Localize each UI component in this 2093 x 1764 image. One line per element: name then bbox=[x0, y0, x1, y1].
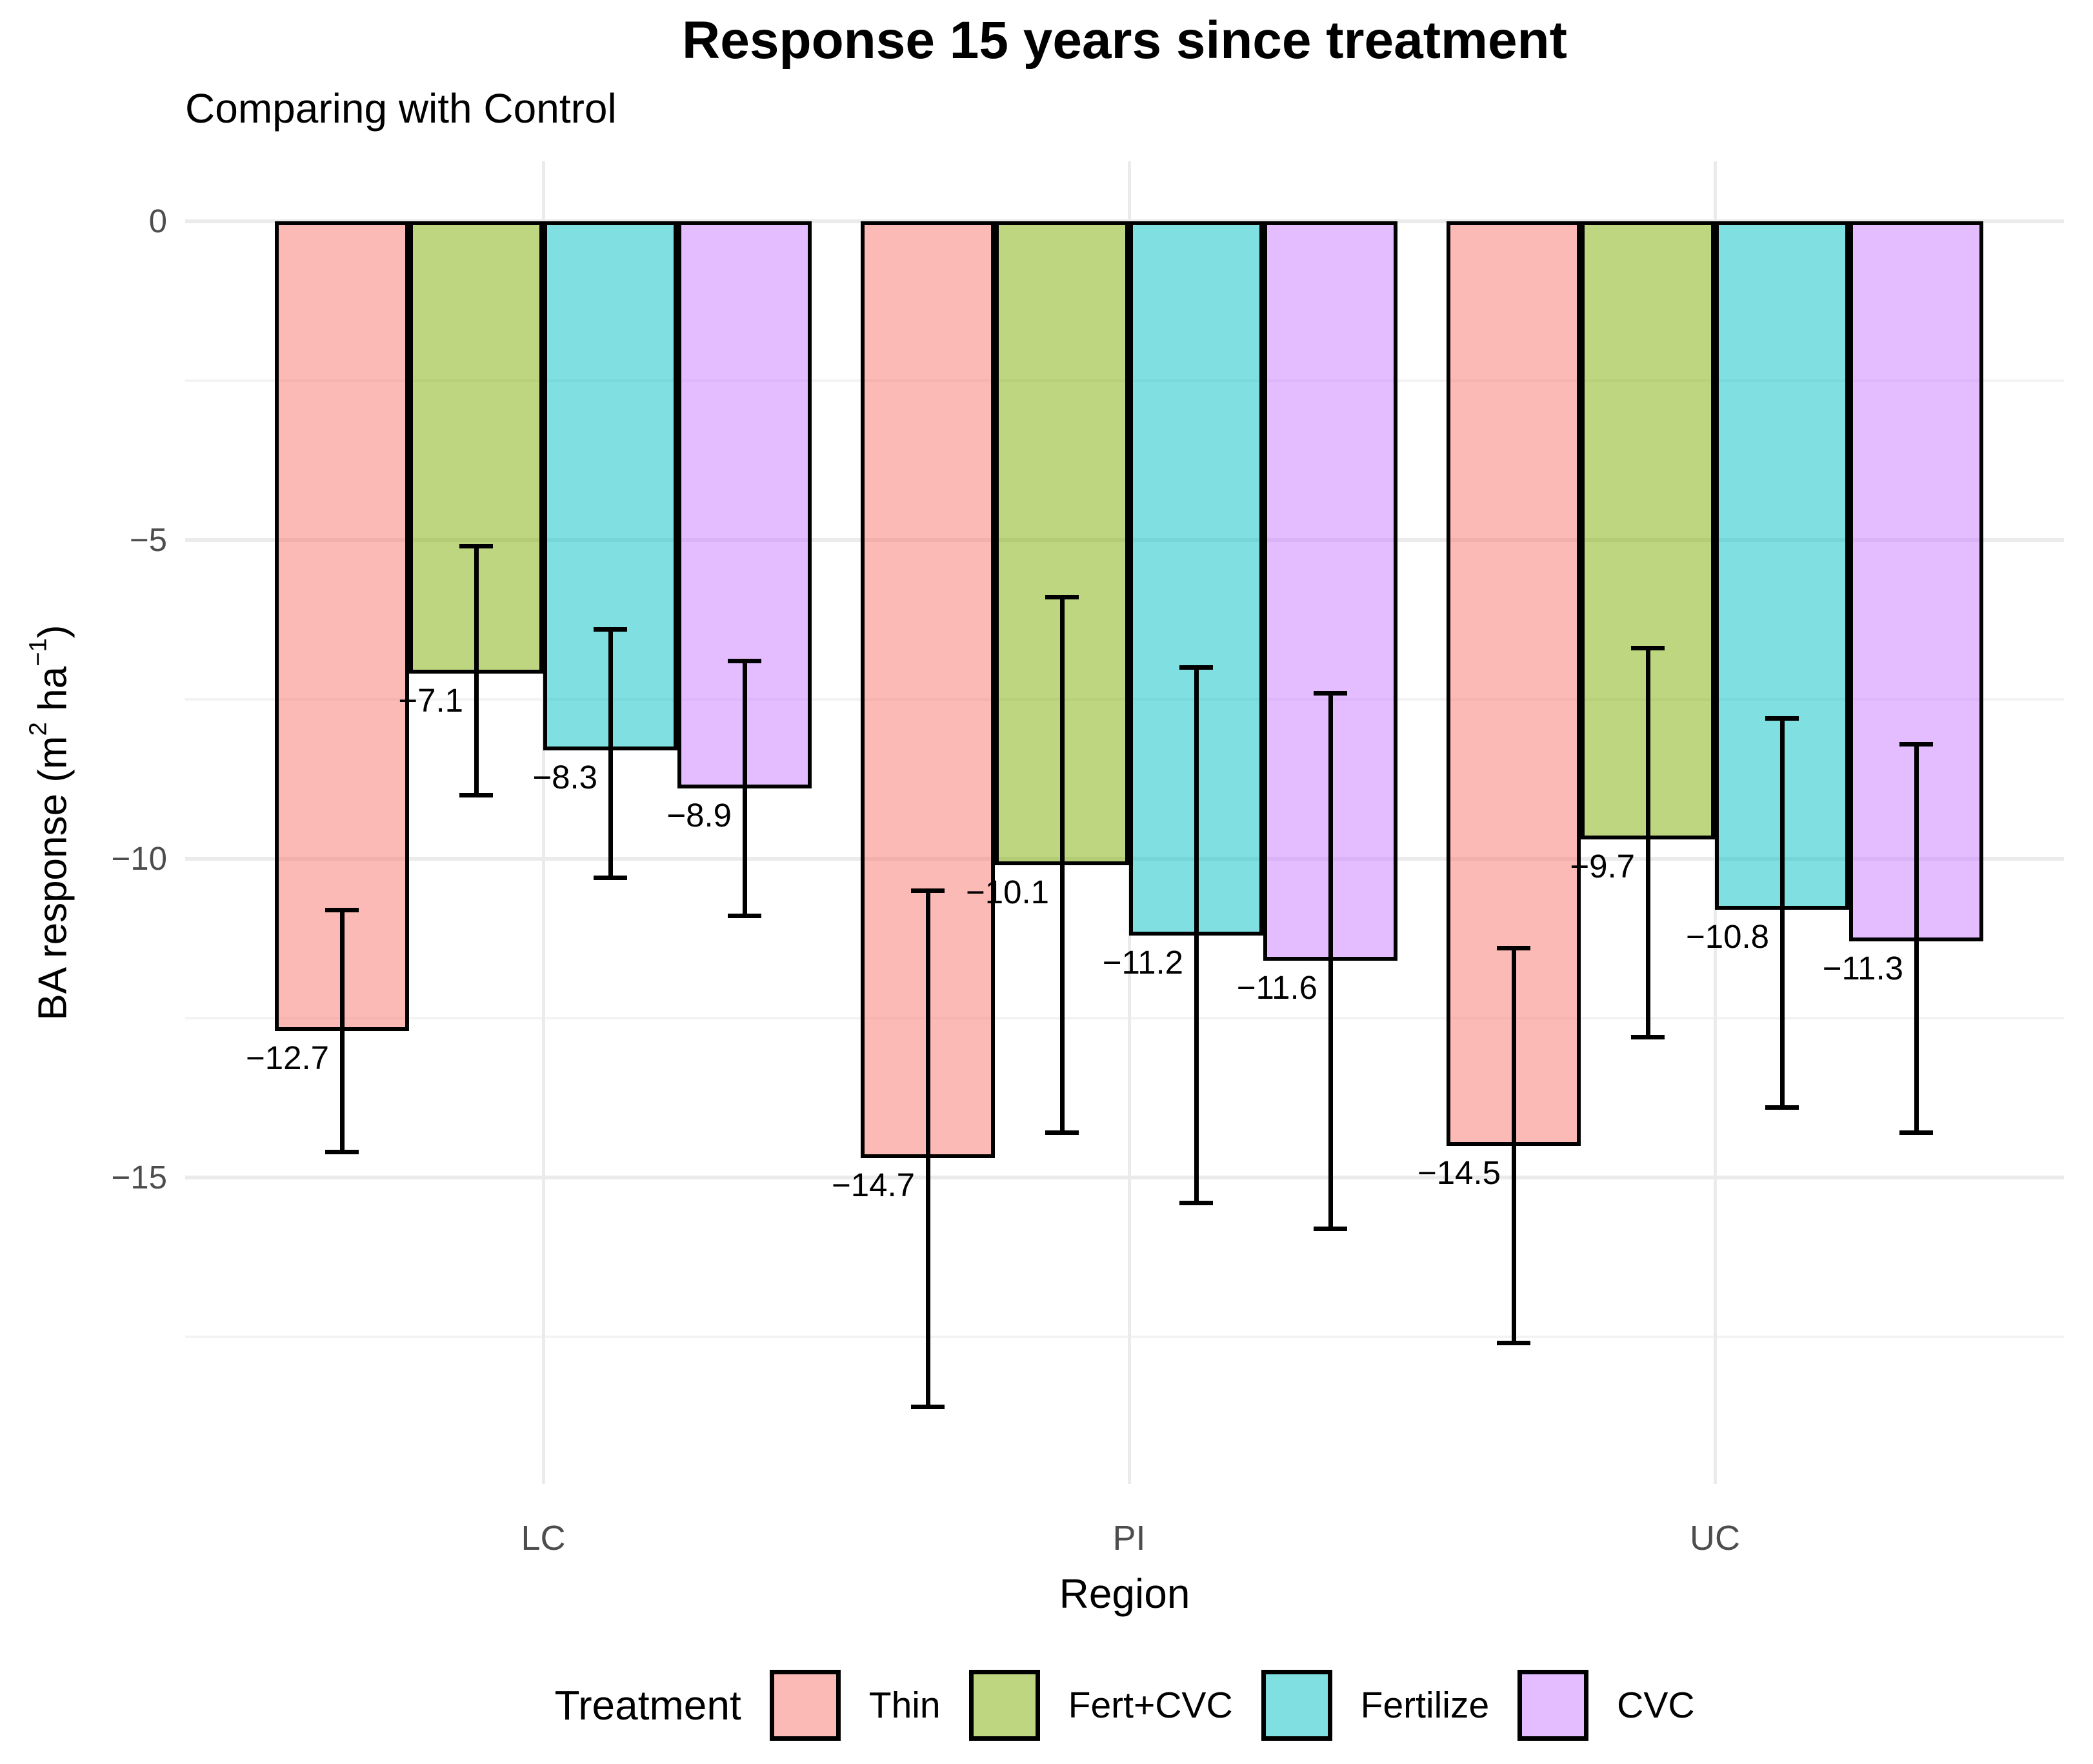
y-tick-label: −10 bbox=[111, 840, 167, 877]
legend-title: Treatment bbox=[554, 1681, 741, 1729]
gridline-major bbox=[185, 1176, 2064, 1179]
bar-value-label: −8.3 bbox=[532, 759, 597, 796]
bar-value-label: −11.3 bbox=[1822, 950, 1903, 987]
error-bar-line bbox=[1328, 693, 1333, 1229]
error-bar-cap-bottom bbox=[1497, 1341, 1530, 1346]
bar-value-label: −10.1 bbox=[965, 873, 1049, 910]
error-bar-line bbox=[1914, 744, 1919, 1133]
error-bar-line bbox=[608, 629, 613, 878]
bar bbox=[995, 221, 1129, 865]
error-bar-cap-bottom bbox=[325, 1149, 359, 1154]
y-tick-label: −15 bbox=[111, 1159, 167, 1196]
legend-item-label: Fertilize bbox=[1360, 1684, 1490, 1726]
error-bar-cap-bottom bbox=[728, 914, 761, 919]
legend: Treatment Thin Fert+CVC Fertilize CVC bbox=[185, 1658, 2064, 1752]
y-axis-title-mid: ha bbox=[30, 666, 75, 723]
error-bar-line bbox=[1511, 948, 1516, 1343]
error-bar-cap-top bbox=[1045, 595, 1079, 600]
bar-value-label: −11.2 bbox=[1102, 943, 1183, 981]
error-bar-cap-top bbox=[1179, 665, 1213, 670]
error-bar-line bbox=[1059, 597, 1065, 1133]
plot-panel: −12.7 −14.7 −14.5 −7.1 −10.1 −9.7 −8.3 −11.2 −10… bbox=[185, 161, 2064, 1484]
y-axis-title-sup-squared: 2 bbox=[24, 722, 52, 736]
error-bar-cap-top bbox=[1899, 741, 1933, 747]
y-tick-label: 0 bbox=[148, 203, 167, 239]
error-bar-cap-bottom bbox=[459, 792, 493, 797]
error-bar-cap-bottom bbox=[1314, 1226, 1347, 1231]
bar-value-label: −7.1 bbox=[398, 682, 463, 719]
chart-subtitle: Comparing with Control bbox=[185, 85, 617, 132]
bar-value-label: −10.8 bbox=[1685, 918, 1769, 956]
error-bar-cap-bottom bbox=[1631, 1035, 1665, 1040]
gridline-minor bbox=[185, 1336, 2064, 1338]
legend-key bbox=[1517, 1669, 1589, 1741]
error-bar-cap-top bbox=[1765, 716, 1799, 721]
error-bar-cap-top bbox=[911, 888, 945, 893]
x-category-label: PI bbox=[1112, 1519, 1146, 1558]
error-bar-cap-bottom bbox=[911, 1405, 945, 1410]
gridline-vertical bbox=[542, 161, 545, 1484]
legend-item-label: Fert+CVC bbox=[1068, 1684, 1233, 1726]
error-bar-cap-bottom bbox=[1765, 1105, 1799, 1110]
bar-value-label: −8.9 bbox=[666, 797, 732, 834]
error-bar-cap-bottom bbox=[594, 876, 627, 881]
legend-item-label: CVC bbox=[1617, 1684, 1695, 1726]
y-axis-title-sup-inverse: −1 bbox=[24, 638, 52, 667]
chart-title: Response 15 years since treatment bbox=[682, 11, 1567, 70]
error-bar-cap-bottom bbox=[1045, 1130, 1079, 1136]
bar-value-label: −9.7 bbox=[1570, 848, 1635, 885]
bar-value-label: −12.7 bbox=[245, 1039, 329, 1076]
error-bar-cap-bottom bbox=[1899, 1130, 1933, 1136]
error-bar-cap-bottom bbox=[1179, 1201, 1213, 1206]
y-axis-title-post: ) bbox=[30, 625, 75, 639]
legend-item-label: Thin bbox=[868, 1684, 941, 1726]
error-bar-line bbox=[474, 546, 479, 796]
error-bar-cap-top bbox=[325, 907, 359, 912]
error-bar-line bbox=[925, 890, 930, 1407]
x-category-label: LC bbox=[521, 1519, 566, 1558]
error-bar-line bbox=[1194, 667, 1199, 1203]
y-axis-title: BA response (m2 ha−1) bbox=[24, 625, 76, 1020]
gridline-minor bbox=[185, 1017, 2064, 1019]
bar-value-label: −14.7 bbox=[831, 1167, 915, 1204]
error-bar-cap-top bbox=[1631, 646, 1665, 651]
error-bar-cap-top bbox=[594, 626, 627, 632]
error-bar-cap-top bbox=[1497, 945, 1530, 950]
y-tick-label: −5 bbox=[129, 521, 167, 558]
bar-value-label: −14.5 bbox=[1417, 1154, 1501, 1191]
x-axis-title: Region bbox=[1059, 1570, 1190, 1617]
error-bar-line bbox=[742, 661, 747, 916]
legend-key bbox=[968, 1669, 1040, 1741]
error-bar-cap-top bbox=[728, 659, 761, 664]
x-category-label: UC bbox=[1690, 1519, 1740, 1558]
legend-key bbox=[769, 1669, 841, 1741]
bar-value-label: −11.6 bbox=[1236, 969, 1317, 1007]
error-bar-line bbox=[1645, 648, 1650, 1037]
error-bar-line bbox=[1779, 718, 1785, 1108]
bar bbox=[275, 221, 409, 1031]
error-bar-cap-top bbox=[1314, 690, 1347, 696]
legend-key bbox=[1261, 1669, 1332, 1741]
error-bar-line bbox=[339, 910, 345, 1152]
error-bar-cap-top bbox=[459, 544, 493, 549]
